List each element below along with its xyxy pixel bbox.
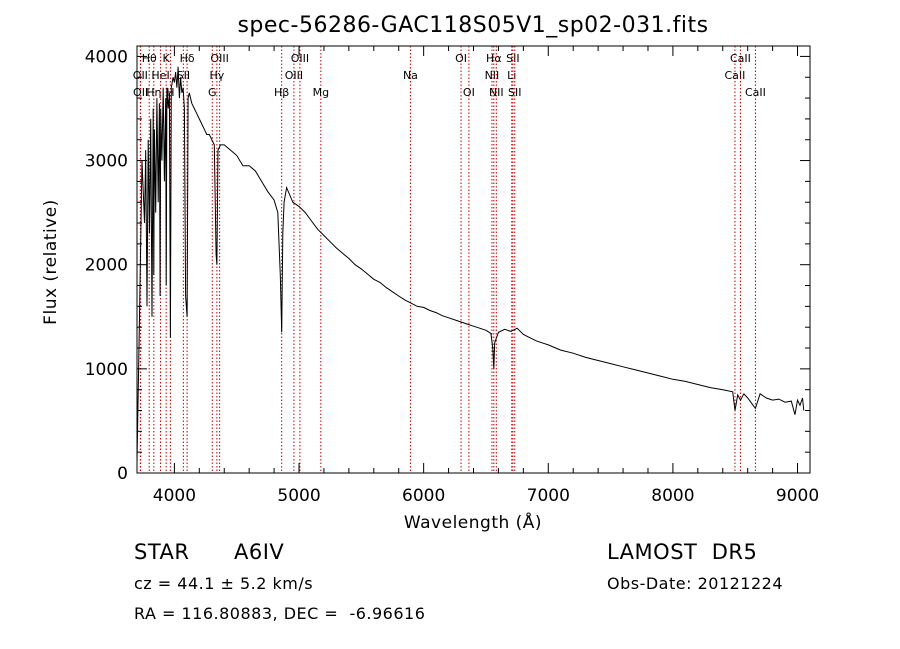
spectrum-line xyxy=(136,66,805,463)
line-label-18: OI xyxy=(463,86,475,99)
sky-coordinates: RA = 116.80883, DEC = -6.96616 xyxy=(134,604,426,623)
y-tick-label: 4000 xyxy=(85,47,128,67)
observation-date: Obs-Date: 20121224 xyxy=(607,574,784,593)
x-tick-label: 6000 xyxy=(402,486,445,506)
redshift-velocity: cz = 44.1 ± 5.2 km/s xyxy=(134,574,314,593)
y-axis-label: Flux (relative) xyxy=(41,199,61,325)
line-label-17: OI xyxy=(455,52,467,65)
line-label-12: Hβ xyxy=(274,86,289,99)
line-label-21: NII xyxy=(489,86,504,99)
x-tick-label: 8000 xyxy=(651,486,694,506)
line-label-0: Hθ xyxy=(142,52,157,65)
object-subclass: A6IV xyxy=(234,540,285,564)
line-label-8: SII xyxy=(177,69,190,82)
line-label-26: CaII xyxy=(730,52,751,65)
line-label-6: H xyxy=(166,86,174,99)
plot-frame xyxy=(136,45,811,474)
y-tick-label: 1000 xyxy=(85,360,128,380)
line-label-3: Hη xyxy=(146,86,161,99)
x-tick-label: 5000 xyxy=(277,486,320,506)
line-label-22: Li xyxy=(507,69,516,82)
y-tick-label: 3000 xyxy=(85,152,128,172)
x-tick-label: 4000 xyxy=(153,486,196,506)
line-label-27: CaII xyxy=(745,86,766,99)
line-label-25: CaII xyxy=(725,69,746,82)
chart-title: spec-56286-GAC118S05V1_sp02-031.fits xyxy=(237,13,708,38)
y-tick-label: 2000 xyxy=(85,256,128,276)
line-label-24: SII xyxy=(508,86,521,99)
line-label-5: K xyxy=(163,52,171,65)
x-axis: 4000 5000 6000 7000 8000 9000 xyxy=(153,46,819,506)
line-label-14: OIII xyxy=(291,52,309,65)
line-label-7: Hδ xyxy=(180,52,195,65)
x-axis-label: Wavelength (Å) xyxy=(404,511,542,533)
line-label-15: Mg xyxy=(313,86,329,99)
line-label-19: NII xyxy=(485,69,500,82)
x-tick-label: 9000 xyxy=(776,486,819,506)
y-tick-label: 0 xyxy=(117,464,128,484)
line-label-20: Hα xyxy=(486,52,502,65)
line-label-4: HeI xyxy=(151,69,169,82)
object-class: STAR xyxy=(134,540,190,564)
x-tick-label: 7000 xyxy=(527,486,570,506)
line-label-11: G xyxy=(208,86,217,99)
line-label-13: OIII xyxy=(285,69,303,82)
line-label-10: Hγ xyxy=(209,69,224,82)
line-label-23: SII xyxy=(506,52,519,65)
line-label-16: Na xyxy=(403,69,418,82)
line-label-9: OIII xyxy=(210,52,228,65)
spectrum-chart: spec-56286-GAC118S05V1_sp02-031.fits Hθ O… xyxy=(41,13,819,533)
survey-name: LAMOST DR5 xyxy=(607,540,758,564)
y-axis: 0 1000 2000 3000 4000 xyxy=(85,47,810,484)
